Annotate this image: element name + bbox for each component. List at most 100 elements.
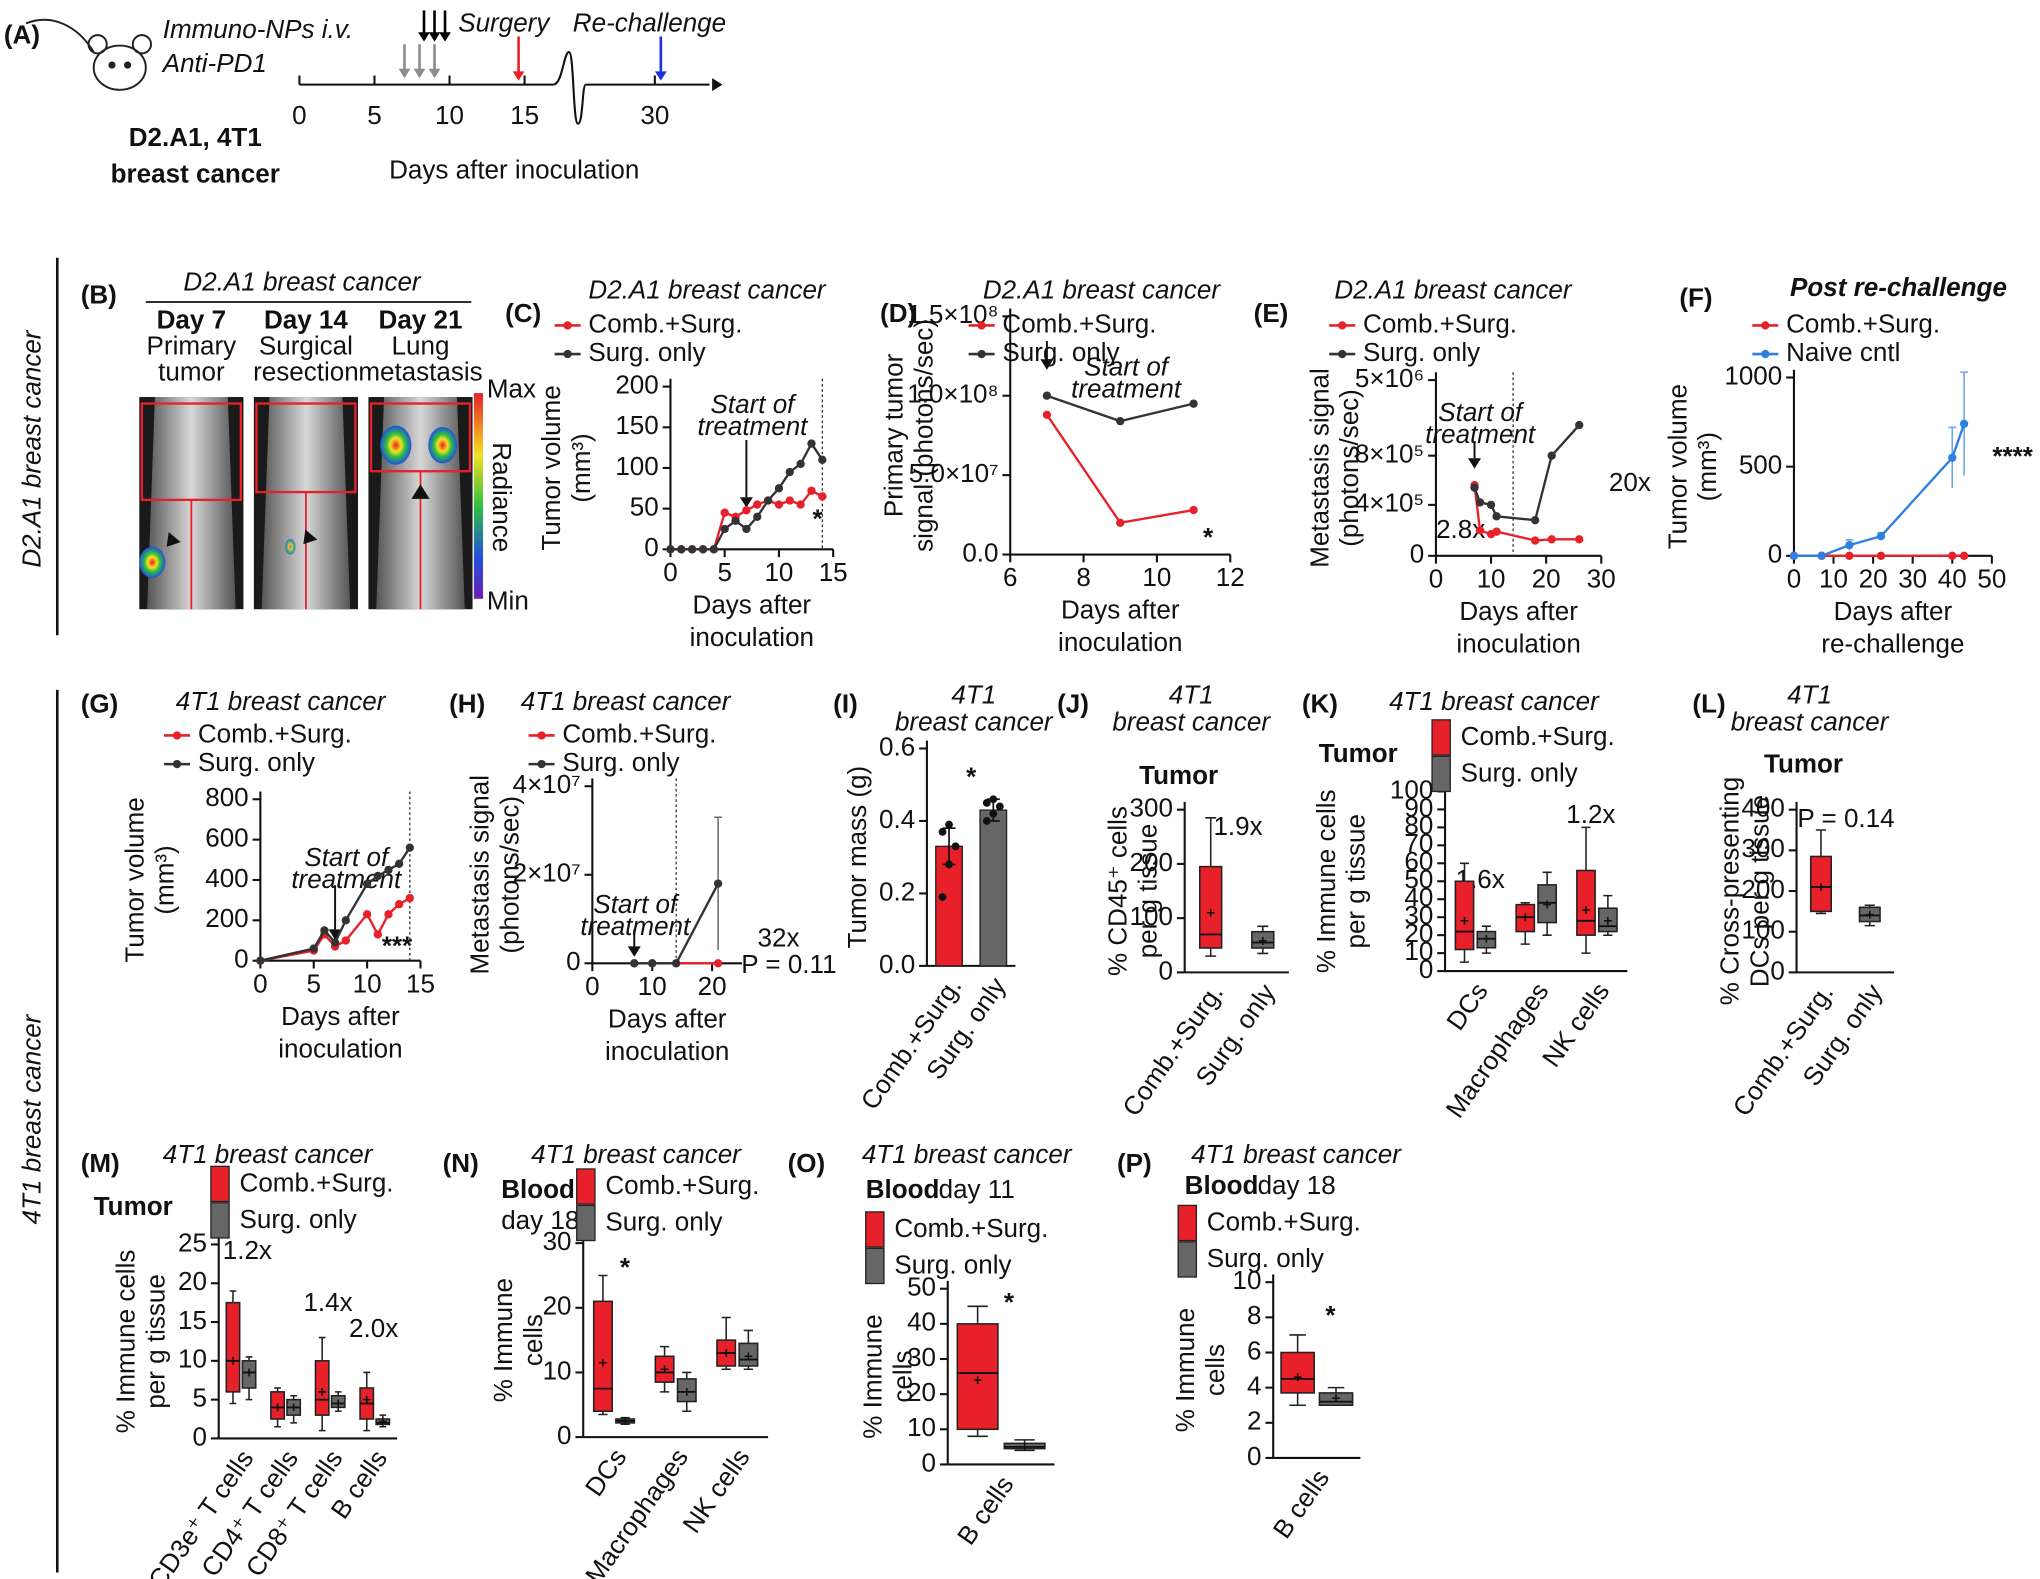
box-mean bbox=[229, 1356, 237, 1365]
data-point bbox=[796, 500, 805, 509]
y-axis-label: Tumor volume bbox=[1662, 384, 1692, 549]
x-tick-label: B cells bbox=[951, 1470, 1020, 1550]
y-axis-label: DCs per g tissue bbox=[1744, 795, 1774, 987]
treatment-label: Start of bbox=[711, 389, 798, 419]
data-point bbox=[938, 827, 947, 836]
data-point bbox=[630, 959, 639, 968]
panel-letter: (E) bbox=[1254, 298, 1289, 328]
data-point bbox=[384, 910, 393, 919]
data-point bbox=[731, 516, 740, 526]
y-tick-label: 20 bbox=[907, 1377, 936, 1407]
panel-title: 4T1 bbox=[1169, 679, 1214, 709]
data-point bbox=[989, 795, 998, 804]
data-point bbox=[1547, 535, 1556, 544]
x-axis-label: Days after bbox=[1061, 595, 1180, 625]
y-tick-label: 50 bbox=[630, 492, 659, 522]
panel-title: 4T1 bbox=[1787, 679, 1832, 709]
data-point bbox=[1575, 535, 1584, 544]
mouse-icon bbox=[25, 18, 152, 91]
arrow-head bbox=[1468, 458, 1482, 469]
colorbar bbox=[473, 393, 483, 599]
legend-marker bbox=[977, 349, 986, 359]
annotation: 20x bbox=[1609, 467, 1651, 497]
y-tick-label: 25 bbox=[178, 1227, 207, 1257]
y-axis-label: cells bbox=[518, 1314, 548, 1366]
y-tick-label: 40 bbox=[907, 1307, 936, 1337]
whisker-caps bbox=[659, 1345, 670, 1393]
y-axis-label: (mm³) bbox=[1692, 432, 1722, 501]
y-axis-label: (photons/sec) bbox=[1334, 389, 1364, 547]
panel-title: breast cancer bbox=[895, 707, 1054, 737]
data-point bbox=[648, 959, 657, 968]
y-tick-label: 200 bbox=[205, 903, 248, 933]
whisker-caps bbox=[274, 1387, 281, 1428]
x-tick-label: 0 bbox=[1787, 563, 1801, 593]
whisker-caps bbox=[1603, 894, 1613, 936]
panel-title: 4T1 breast cancer bbox=[1389, 686, 1600, 716]
annotation: * bbox=[1004, 1287, 1015, 1317]
panel-letter: (H) bbox=[449, 688, 485, 718]
box-mean bbox=[1543, 900, 1552, 909]
image-day: Day 7 bbox=[157, 304, 226, 334]
x-tick-label: 0 bbox=[585, 971, 599, 1001]
legend-label: Comb.+Surg. bbox=[1786, 308, 1940, 338]
legend-swatch bbox=[1177, 1204, 1198, 1242]
x-axis-label: Days after bbox=[1459, 596, 1578, 626]
box-mean bbox=[1582, 906, 1590, 914]
y-tick-label: 100 bbox=[1390, 774, 1433, 804]
y-tick-label: 70 bbox=[1404, 828, 1433, 858]
data-point bbox=[1470, 483, 1479, 492]
y-axis-label: Metastasis signal bbox=[1304, 368, 1334, 568]
y-axis-label: signal (photons/sec) bbox=[908, 319, 938, 552]
box-mean bbox=[1206, 908, 1215, 917]
data-point bbox=[1189, 505, 1198, 515]
legend-label: Comb.+Surg. bbox=[240, 1167, 394, 1197]
data-point bbox=[677, 545, 686, 554]
legend-label: Surg. only bbox=[198, 747, 315, 777]
panel-subtitle: Tumor bbox=[1319, 738, 1398, 768]
data-point bbox=[373, 930, 382, 939]
annotation: 1.2x bbox=[223, 1235, 272, 1265]
whisker-caps bbox=[1459, 862, 1470, 963]
data-point bbox=[405, 893, 414, 903]
whisker-caps bbox=[318, 1336, 326, 1432]
signal-blob bbox=[285, 538, 296, 555]
legend-swatch bbox=[1431, 719, 1451, 756]
panel-title: D2.A1 breast cancer bbox=[588, 274, 826, 304]
annotation: *** bbox=[382, 931, 413, 961]
data-point bbox=[742, 506, 751, 515]
treatment-label: Start of bbox=[304, 842, 391, 872]
box-mean bbox=[289, 1403, 298, 1412]
data-point bbox=[373, 871, 382, 881]
y-tick-label: 200 bbox=[615, 369, 658, 399]
data-point bbox=[1530, 515, 1540, 525]
data-point bbox=[698, 545, 708, 554]
y-tick-label: 1.0×10⁸ bbox=[907, 379, 998, 409]
box-mean bbox=[1865, 910, 1874, 919]
annotation: * bbox=[1203, 522, 1214, 552]
y-axis-label: % Cross-presenting bbox=[1714, 777, 1744, 1005]
data-point bbox=[1492, 527, 1501, 536]
box-mean bbox=[1460, 916, 1469, 925]
image-label: resection bbox=[253, 356, 359, 386]
y-axis-label: per g tissue bbox=[1132, 824, 1162, 958]
data-point bbox=[774, 484, 784, 493]
data-point bbox=[1876, 551, 1886, 561]
treatment-label: treatment bbox=[698, 411, 810, 441]
y-tick-label: 0 bbox=[1158, 955, 1172, 985]
box bbox=[225, 1301, 241, 1393]
legend-label: Surg. only bbox=[1002, 337, 1119, 367]
y-tick-label: 30 bbox=[543, 1226, 572, 1256]
annotation: 1.2x bbox=[1566, 799, 1615, 829]
y-tick-label: 0 bbox=[566, 946, 580, 976]
image-label: Primary bbox=[147, 330, 237, 360]
x-tick-label: 12 bbox=[1216, 562, 1245, 592]
y-tick-label: 20 bbox=[1404, 918, 1433, 948]
y-tick-label: 2×10⁷ bbox=[513, 858, 581, 888]
whisker-caps bbox=[598, 1274, 608, 1416]
data-point bbox=[713, 959, 723, 968]
whisker-caps bbox=[379, 1414, 387, 1428]
annotation: * bbox=[1325, 1300, 1336, 1330]
panel-letter: (A) bbox=[4, 19, 40, 49]
data-point bbox=[1189, 399, 1198, 408]
